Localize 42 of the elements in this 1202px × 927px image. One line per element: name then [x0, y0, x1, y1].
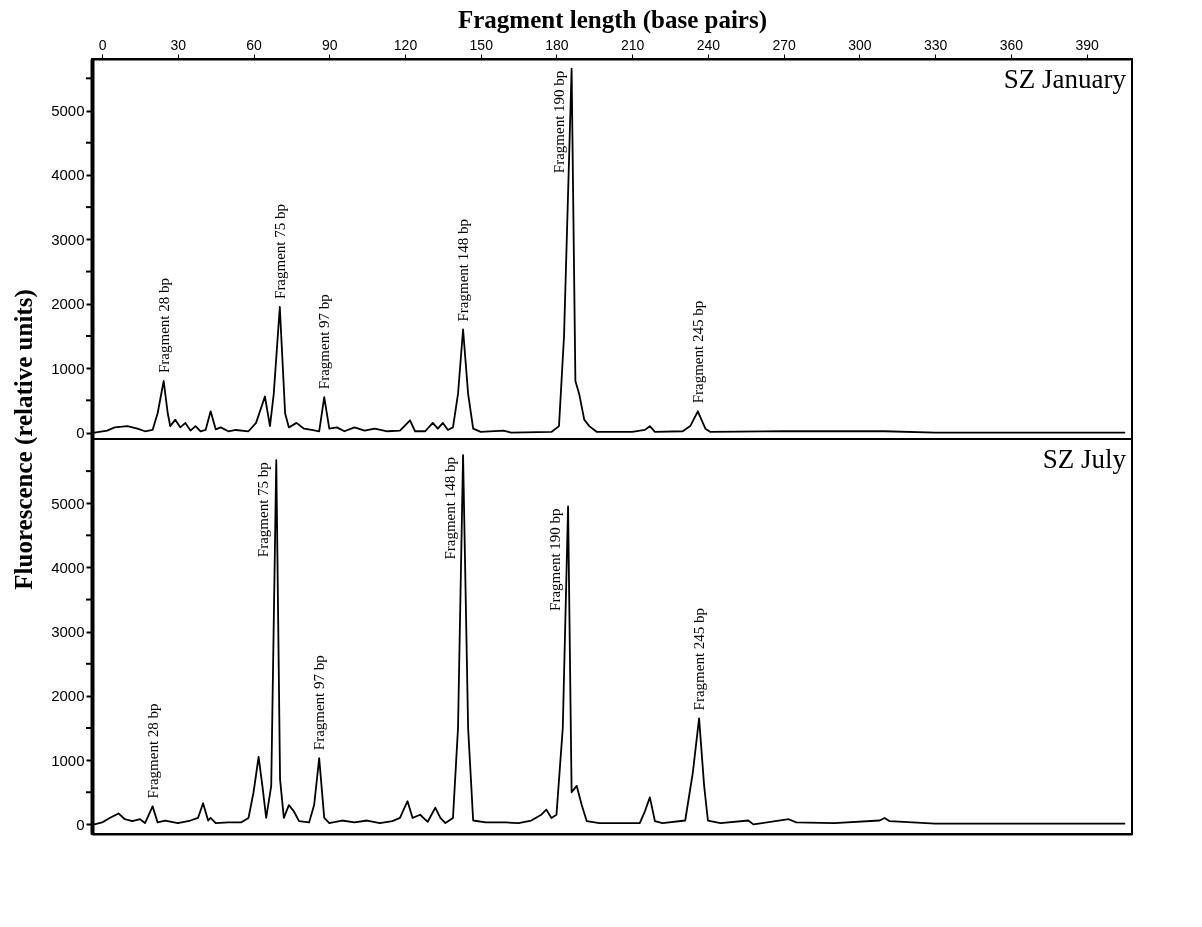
- x-tick-label: 360: [999, 36, 1024, 53]
- annotation: Fragment 148 bp: [442, 457, 459, 560]
- annotation: Fragment 245 bp: [691, 607, 708, 711]
- x-tick-label: 120: [393, 36, 418, 53]
- annotation: SZ January: [1003, 64, 1127, 94]
- annotation: Fragment 28 bp: [144, 703, 161, 799]
- y-tick-label: 3000: [51, 230, 85, 248]
- x-tick-label: 180: [545, 36, 569, 53]
- y-tick-label: 1000: [51, 751, 85, 769]
- y-tick-label: 0: [76, 815, 85, 833]
- x-tick-label: 330: [923, 36, 948, 53]
- annotation: Fragment 97 bp: [311, 655, 328, 751]
- x-tick-label: 150: [469, 36, 494, 53]
- annotation: SZ July: [1042, 444, 1127, 474]
- y-tick-label: 2000: [51, 295, 85, 313]
- x-tick-label: 30: [170, 36, 187, 53]
- y-tick-label: 2000: [51, 687, 85, 705]
- annotation: Fragment 148 bp: [455, 219, 472, 322]
- y-axis-title: Fluorescence (relative units): [10, 289, 39, 590]
- y-tick-label: 5000: [51, 494, 85, 512]
- y-tick-label: 1000: [51, 359, 85, 377]
- y-tick-label: 3000: [51, 623, 85, 641]
- annotation: Fragment 97 bp: [316, 294, 333, 390]
- y-tick-label: 5000: [51, 102, 85, 120]
- y-tick-label: 4000: [51, 558, 85, 576]
- x-tick-label: 300: [848, 36, 872, 53]
- annotation: Fragment 245 bp: [689, 300, 706, 404]
- x-tick-label: 240: [696, 36, 721, 53]
- x-tick-label: 60: [246, 36, 263, 53]
- annotation: Fragment 190 bp: [550, 70, 567, 174]
- y-tick-label: 4000: [51, 166, 85, 184]
- x-tick-label: 390: [1075, 36, 1099, 53]
- y-tick-label: 0: [76, 424, 85, 442]
- x-tick-label: 270: [772, 36, 797, 53]
- x-axis-title: Fragment length (base pairs): [458, 5, 767, 34]
- annotation: Fragment 28 bp: [155, 278, 172, 374]
- x-tick-label: 210: [621, 36, 645, 53]
- annotation: Fragment 75 bp: [271, 203, 288, 299]
- x-tick-label: 0: [98, 36, 107, 53]
- annotation: Fragment 75 bp: [255, 462, 272, 558]
- annotation: Fragment 190 bp: [547, 508, 564, 611]
- x-tick-label: 90: [321, 36, 338, 53]
